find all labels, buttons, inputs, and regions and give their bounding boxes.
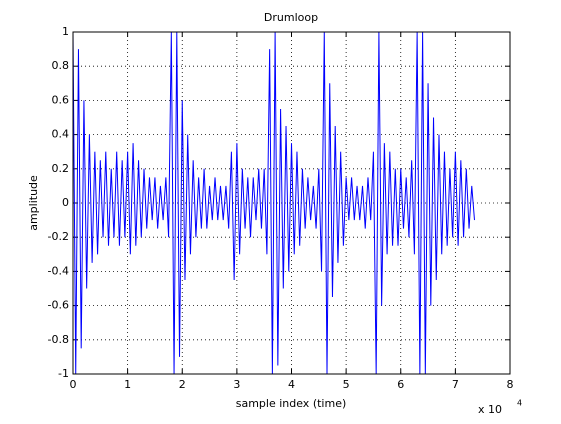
y-tick-label: -0.6 (48, 299, 69, 312)
y-tick-label: -0.8 (48, 333, 69, 346)
x-tick-label: 2 (179, 378, 186, 391)
chart-title: Drumloop (264, 11, 318, 24)
y-tick-label: 0.4 (52, 128, 70, 141)
axes-box (72, 31, 511, 375)
x-tick-label: 4 (288, 378, 295, 391)
x-tick-label: 3 (233, 378, 240, 391)
y-tick-label: 0.2 (52, 162, 70, 175)
y-tick-label: -0.4 (48, 264, 69, 277)
y-tick-label: 0.8 (52, 59, 70, 72)
x-multiplier: x 10 (478, 403, 502, 416)
y-tick-label: 0.6 (52, 93, 70, 106)
y-tick-label: 1 (62, 25, 69, 38)
x-tick-label: 5 (343, 378, 350, 391)
x-tick-label: 0 (70, 378, 77, 391)
y-tick-label: -0.2 (48, 230, 69, 243)
y-tick-label: 0 (62, 196, 69, 209)
x-tick-label: 8 (507, 378, 514, 391)
x-multiplier-exponent: 4 (517, 399, 522, 408)
x-tick-label: 6 (397, 378, 404, 391)
x-tick-label: 1 (124, 378, 131, 391)
x-axis-label: sample index (time) (236, 397, 347, 410)
x-tick-label: 7 (452, 378, 459, 391)
y-tick-label: -1 (58, 367, 69, 380)
waveform-line (72, 31, 475, 375)
y-axis-label: amplitude (27, 175, 40, 231)
plot-area (73, 32, 510, 374)
